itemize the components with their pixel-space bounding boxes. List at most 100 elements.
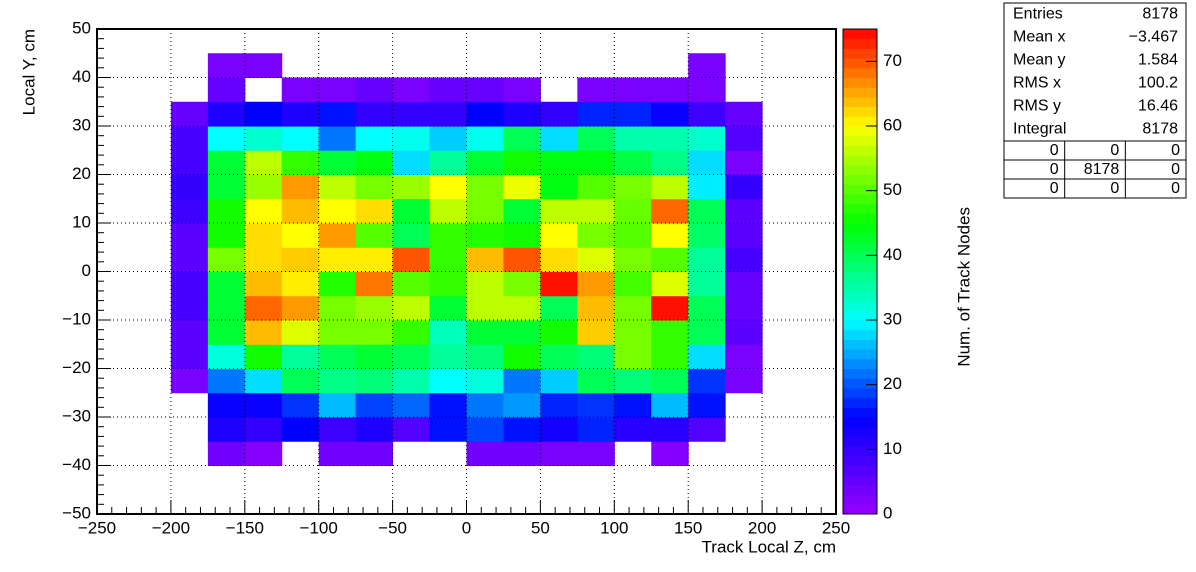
heatmap-cell bbox=[281, 344, 320, 369]
heatmap-cell bbox=[207, 320, 246, 345]
color-scale-step bbox=[843, 378, 877, 389]
heatmap-cell bbox=[651, 392, 689, 418]
heatmap-cell bbox=[429, 344, 467, 369]
color-scale-step bbox=[843, 232, 877, 243]
heatmap-cell bbox=[688, 271, 726, 297]
heatmap-cell bbox=[170, 295, 209, 321]
heatmap-cell bbox=[540, 441, 578, 466]
y-tick-label: 10 bbox=[72, 212, 91, 231]
heatmap-cell bbox=[318, 101, 357, 127]
heatmap-cell bbox=[244, 417, 283, 442]
heatmap-cell bbox=[614, 320, 652, 345]
plot-frame bbox=[96, 28, 837, 515]
x-tick-label: −250 bbox=[78, 518, 116, 537]
heatmap-cell bbox=[466, 441, 504, 466]
heatmap-cell bbox=[651, 441, 689, 466]
heatmap-cell bbox=[392, 126, 431, 151]
heatmap-cell bbox=[281, 101, 320, 127]
heatmap-cell bbox=[725, 101, 763, 127]
heatmap-cell bbox=[429, 295, 467, 321]
heatmap-cell bbox=[503, 126, 541, 151]
heatmap-cell bbox=[651, 77, 689, 103]
heatmap-cell bbox=[688, 247, 726, 272]
color-scale-step bbox=[843, 281, 877, 292]
heatmap-cell bbox=[392, 247, 431, 272]
heatmap-cell bbox=[318, 126, 357, 151]
heatmap-cell bbox=[429, 126, 467, 151]
heatmap-cell bbox=[355, 77, 394, 103]
heatmap-cell bbox=[540, 271, 578, 297]
heatmap-cell bbox=[355, 150, 394, 175]
y-tick-label: 50 bbox=[72, 18, 91, 37]
color-scale-step bbox=[843, 339, 877, 350]
heatmap-cell bbox=[355, 417, 394, 442]
heatmap-cell bbox=[392, 271, 431, 297]
heatmap-cell bbox=[466, 271, 504, 297]
heatmap-cell bbox=[429, 101, 467, 127]
heatmap-cell bbox=[614, 392, 652, 418]
heatmap-cell bbox=[355, 392, 394, 418]
heatmap-cell bbox=[392, 174, 431, 200]
heatmap-cell bbox=[614, 126, 652, 151]
color-scale-step bbox=[843, 223, 877, 234]
heatmap-cell bbox=[244, 101, 283, 127]
heatmap-cell bbox=[392, 77, 431, 103]
heatmap-cell bbox=[651, 223, 689, 248]
heatmap-cell bbox=[318, 368, 357, 394]
heatmap-cell bbox=[207, 417, 246, 442]
heatmap-cell bbox=[466, 198, 504, 224]
stats-value: 16.46 bbox=[1138, 98, 1178, 115]
heatmap-cell bbox=[392, 344, 431, 369]
heatmap-cell bbox=[688, 77, 726, 103]
stats-cell: 0 bbox=[1171, 161, 1180, 178]
y-tick-label: 30 bbox=[72, 115, 91, 134]
heatmap-cell bbox=[318, 77, 357, 103]
heatmap-cell bbox=[355, 174, 394, 200]
heatmap-cell bbox=[540, 247, 578, 272]
heatmap-cell bbox=[503, 441, 541, 466]
z-axis-title: Num. of Track Nodes bbox=[954, 207, 973, 367]
heatmap-cell bbox=[207, 198, 246, 224]
heatmap-cell bbox=[725, 223, 763, 248]
z-tick-label: 0 bbox=[883, 503, 892, 522]
heatmap-cell bbox=[207, 368, 246, 394]
heatmap-cell bbox=[614, 247, 652, 272]
color-scale-step bbox=[843, 290, 877, 302]
heatmap-cell bbox=[614, 150, 652, 175]
heatmap-cell bbox=[355, 344, 394, 369]
x-tick-label: 0 bbox=[462, 518, 471, 537]
color-scale-step bbox=[843, 155, 877, 166]
heatmap-cell bbox=[725, 150, 763, 175]
heatmap-cell bbox=[170, 247, 209, 272]
color-scale-step bbox=[843, 58, 877, 69]
heatmap-cell bbox=[170, 223, 209, 248]
heatmap-cell bbox=[540, 417, 578, 442]
color-scale-step bbox=[843, 300, 877, 311]
heatmap-cell bbox=[503, 101, 541, 127]
y-tick-label: −10 bbox=[62, 309, 91, 328]
color-scale-step bbox=[843, 126, 877, 137]
heatmap-cell bbox=[392, 295, 431, 321]
heatmap-cell bbox=[577, 174, 615, 200]
heatmap-cell bbox=[614, 417, 652, 442]
stats-value: 1.584 bbox=[1138, 52, 1178, 69]
color-scale-step bbox=[843, 38, 877, 49]
x-tick-label: 100 bbox=[600, 518, 628, 537]
heatmap-cell bbox=[503, 198, 541, 224]
heatmap-cell bbox=[651, 320, 689, 345]
heatmap-cell bbox=[688, 344, 726, 369]
heatmap-cell bbox=[466, 344, 504, 369]
stats-label: RMS x bbox=[1013, 75, 1061, 92]
color-scale-step bbox=[843, 116, 877, 127]
heatmap-cell bbox=[170, 320, 209, 345]
heatmap-cell bbox=[651, 126, 689, 151]
heatmap-cell bbox=[392, 223, 431, 248]
heatmap-cell bbox=[466, 223, 504, 248]
y-tick-label: 40 bbox=[72, 67, 91, 86]
stats-label: Entries bbox=[1013, 6, 1063, 23]
color-scale-step bbox=[843, 426, 877, 437]
heatmap-cell bbox=[281, 295, 320, 321]
heatmap-cell bbox=[651, 247, 689, 272]
heatmap-cell bbox=[725, 344, 763, 369]
heatmap-cell bbox=[614, 174, 652, 200]
